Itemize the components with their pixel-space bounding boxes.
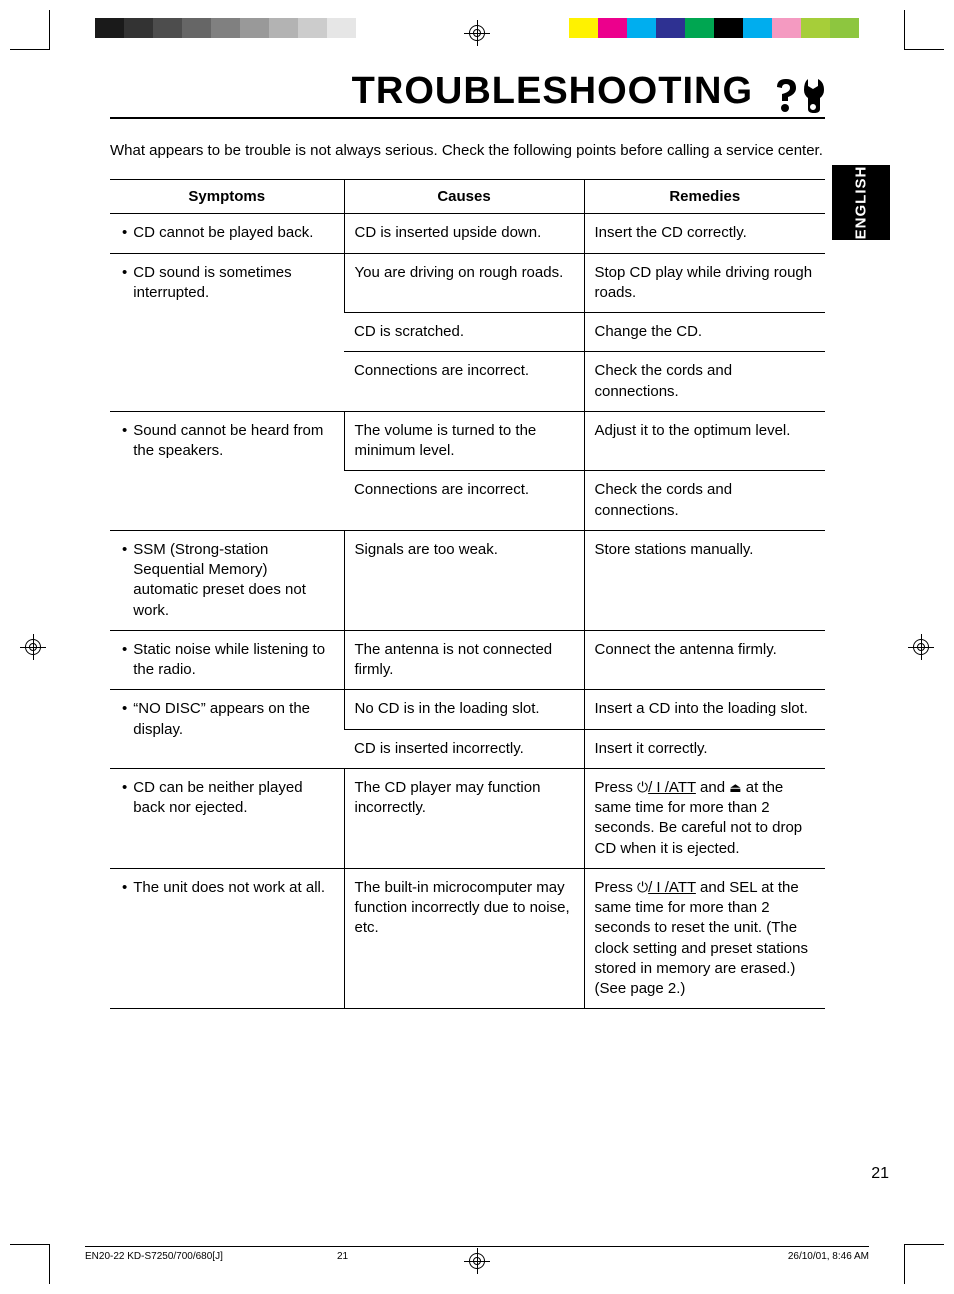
question-icon [771,79,801,113]
grayscale-bar [95,18,385,38]
remedy-cell: Press / I /ATT and at the same time for … [584,768,825,868]
cause-cell: CD is inserted incorrectly. [344,729,584,768]
table-row: CD cannot be played back. CD is inserted … [110,214,825,253]
symptom-cell: Sound cannot be heard from the speakers. [110,411,344,530]
cause-cell: The built-in microcomputer may function … [344,868,584,1009]
cause-cell: CD is scratched. [344,313,584,352]
page-content: TROUBLESHOOTING What appears to be troub… [110,70,825,1009]
symptom-cell: “NO DISC” appears on the display. [110,690,344,769]
remedy-cell: Insert it correctly. [584,729,825,768]
power-icon [637,879,648,896]
symptom-cell: CD cannot be played back. [110,214,344,253]
remedy-cell: Insert the CD correctly. [584,214,825,253]
cause-cell: The antenna is not connected firmly. [344,630,584,690]
eject-icon [729,779,741,796]
remedy-cell: Check the cords and connections. [584,352,825,412]
remedy-cell: Store stations manually. [584,530,825,630]
remedy-cell: Adjust it to the optimum level. [584,411,825,471]
title-icons [771,79,825,113]
cause-cell: The volume is turned to the minimum leve… [344,411,584,471]
footer-date: 26/10/01, 8:46 AM [788,1251,869,1262]
symptom-text: Sound cannot be heard from the speakers. [120,421,334,462]
symptom-text: Static noise while listening to the radi… [120,640,334,681]
remedy-cell: Stop CD play while driving rough roads. [584,253,825,313]
page-title: TROUBLESHOOTING [352,70,753,113]
wrench-icon [803,79,825,113]
symptom-text: The unit does not work at all. [120,878,334,898]
table-row: CD sound is sometimes interrupted.You ar… [110,253,825,313]
power-icon [637,779,648,796]
symptom-text: CD cannot be played back. [120,223,334,243]
language-tab: ENGLISH [832,165,890,240]
table-row: “NO DISC” appears on the display.No CD i… [110,690,825,729]
symptom-cell: Static noise while listening to the radi… [110,630,344,690]
cause-cell: The CD player may function incorrectly. [344,768,584,868]
symptom-text: “NO DISC” appears on the display. [120,699,334,740]
remedy-cell: Press / I /ATT and SEL at the same time … [584,868,825,1009]
symptom-text: SSM (Strong-station Sequential Memory) a… [120,540,334,621]
page-number: 21 [871,1165,889,1183]
remedy-cell: Insert a CD into the loading slot. [584,690,825,729]
header-remedies: Remedies [584,180,825,214]
troubleshooting-table: Symptoms Causes Remedies CD cannot be pl… [110,179,825,1009]
remedy-cell: Check the cords and connections. [584,471,825,531]
registration-mark [20,634,46,660]
language-label: ENGLISH [853,166,870,240]
cause-cell: Connections are incorrect. [344,352,584,412]
footer: EN20-22 KD-S7250/700/680[J] 21 26/10/01,… [85,1246,869,1262]
registration-mark [908,634,934,660]
header-symptoms: Symptoms [110,180,344,214]
symptom-cell: CD sound is sometimes interrupted. [110,253,344,411]
symptom-cell: SSM (Strong-station Sequential Memory) a… [110,530,344,630]
crop-marks-bottom [0,1234,954,1294]
symptom-text: CD sound is sometimes interrupted. [120,263,334,304]
table-row: CD can be neither played back nor ejecte… [110,768,825,868]
header-causes: Causes [344,180,584,214]
intro-text: What appears to be trouble is not always… [110,141,825,161]
cause-cell: No CD is in the loading slot. [344,690,584,729]
remedy-cell: Connect the antenna firmly. [584,630,825,690]
table-row: Static noise while listening to the radi… [110,630,825,690]
remedy-cell: Change the CD. [584,313,825,352]
cause-cell: Signals are too weak. [344,530,584,630]
color-bar [569,18,859,38]
footer-doc: EN20-22 KD-S7250/700/680[J] [85,1251,223,1262]
table-row: The unit does not work at all. The built-… [110,868,825,1009]
table-row: SSM (Strong-station Sequential Memory) a… [110,530,825,630]
symptom-text: CD can be neither played back nor ejecte… [120,778,334,819]
symptom-cell: CD can be neither played back nor ejecte… [110,768,344,868]
cause-cell: Connections are incorrect. [344,471,584,531]
cause-cell: CD is inserted upside down. [344,214,584,253]
table-row: Sound cannot be heard from the speakers.… [110,411,825,471]
symptom-cell: The unit does not work at all. [110,868,344,1009]
cause-cell: You are driving on rough roads. [344,253,584,313]
registration-mark [464,20,490,46]
footer-page: 21 [337,1251,348,1262]
